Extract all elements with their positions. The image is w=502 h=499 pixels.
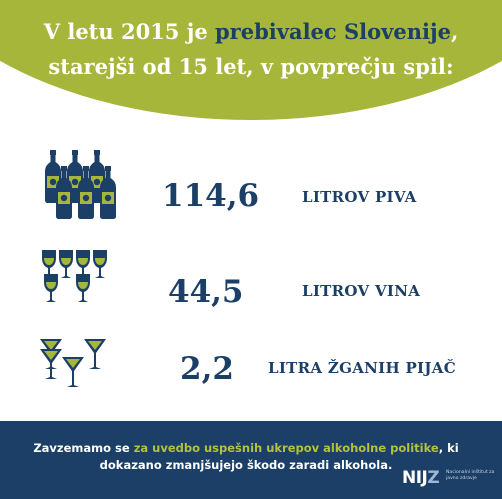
logo-mark: NIJZ (402, 468, 440, 488)
logo-mark-main: NIJ (402, 468, 428, 488)
logo-subtitle: Nacionalni inštitut za javno zdravje (446, 470, 495, 481)
stat-row-wine: 44,5 LITROV VINA (0, 250, 502, 330)
headline-line-1: V letu 2015 je prebivalec Slovenije, (0, 14, 502, 49)
stat-row-beer: 114,6 LITROV PIVA (0, 150, 502, 230)
footer-highlight: za uvedbo uspešnih ukrepov alkoholne pol… (133, 441, 439, 455)
headline-highlight: prebivalec Slovenije (215, 19, 451, 44)
stat-unit-beer: LITROV PIVA (302, 188, 417, 206)
logo-mark-accent: Z (427, 468, 440, 488)
footer-text-start: Zavzemamo se (33, 441, 134, 455)
stat-unit-spirits: LITRA ŽGANIH PIJAČ (268, 359, 456, 377)
stat-row-spirits: 2,2 LITRA ŽGANIH PIJAČ (0, 337, 502, 417)
headline-text: V letu 2015 je (43, 19, 215, 44)
beer-bottles-icon (45, 150, 116, 219)
footer-banner: Zavzemamo se za uvedbo uspešnih ukrepov … (0, 421, 502, 499)
stat-unit-wine: LITROV VINA (302, 282, 421, 300)
stat-value-spirits: 2,2 (180, 351, 234, 387)
wine-glasses-icon (42, 250, 107, 302)
cocktail-glasses-icon (40, 339, 106, 387)
stat-value-wine: 44,5 (168, 274, 244, 310)
footer-text-end: , ki dokazano zmanjšujejo škodo zaradi a… (99, 441, 459, 472)
headline-line-2: starejši od 15 let, v povprečju spil: (48, 54, 454, 79)
nijz-logo: NIJZ Nacionalni inštitut za javno zdravj… (402, 466, 494, 492)
footer-message: Zavzemamo se za uvedbo uspešnih ukrepov … (30, 440, 462, 474)
headline-comma: , (450, 19, 459, 44)
stat-value-beer: 114,6 (162, 178, 260, 214)
headline: V letu 2015 je prebivalec Slovenije, sta… (0, 14, 502, 84)
